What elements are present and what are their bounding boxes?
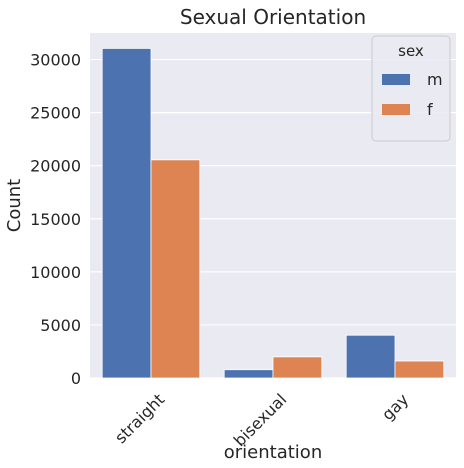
bar-m-straight: [101, 47, 152, 379]
y-axis-ticks: 0 5000 10000 15000 20000 25000 30000: [30, 51, 81, 388]
bar-m-gay: [345, 334, 396, 379]
bar-f-straight: [150, 159, 201, 379]
y-axis-label: Count: [4, 179, 25, 232]
y-tick-label: 15000: [30, 210, 81, 229]
y-tick-label: 30000: [30, 51, 81, 70]
y-tick-label: 0: [71, 369, 81, 388]
x-axis-label: orientation: [224, 442, 322, 463]
legend: sex mf: [371, 35, 451, 142]
x-tick-label: gay: [378, 390, 412, 424]
legend-items: mf: [382, 70, 443, 119]
y-tick-label: 25000: [30, 104, 81, 123]
y-tick-label: 5000: [40, 316, 81, 335]
x-tick-label: straight: [111, 390, 168, 447]
legend-label: m: [427, 70, 443, 89]
legend-label: f: [427, 100, 433, 119]
legend-swatch-m: [382, 74, 410, 85]
chart-title: Sexual Orientation: [180, 5, 366, 29]
y-tick-label: 10000: [30, 263, 81, 282]
bars: [101, 47, 445, 379]
bar-f-bisexual: [272, 356, 323, 379]
bar-f-gay: [394, 360, 445, 379]
legend-title: sex: [398, 42, 424, 60]
bar-m-bisexual: [223, 369, 274, 379]
y-tick-label: 20000: [30, 157, 81, 176]
legend-swatch-f: [382, 104, 410, 115]
